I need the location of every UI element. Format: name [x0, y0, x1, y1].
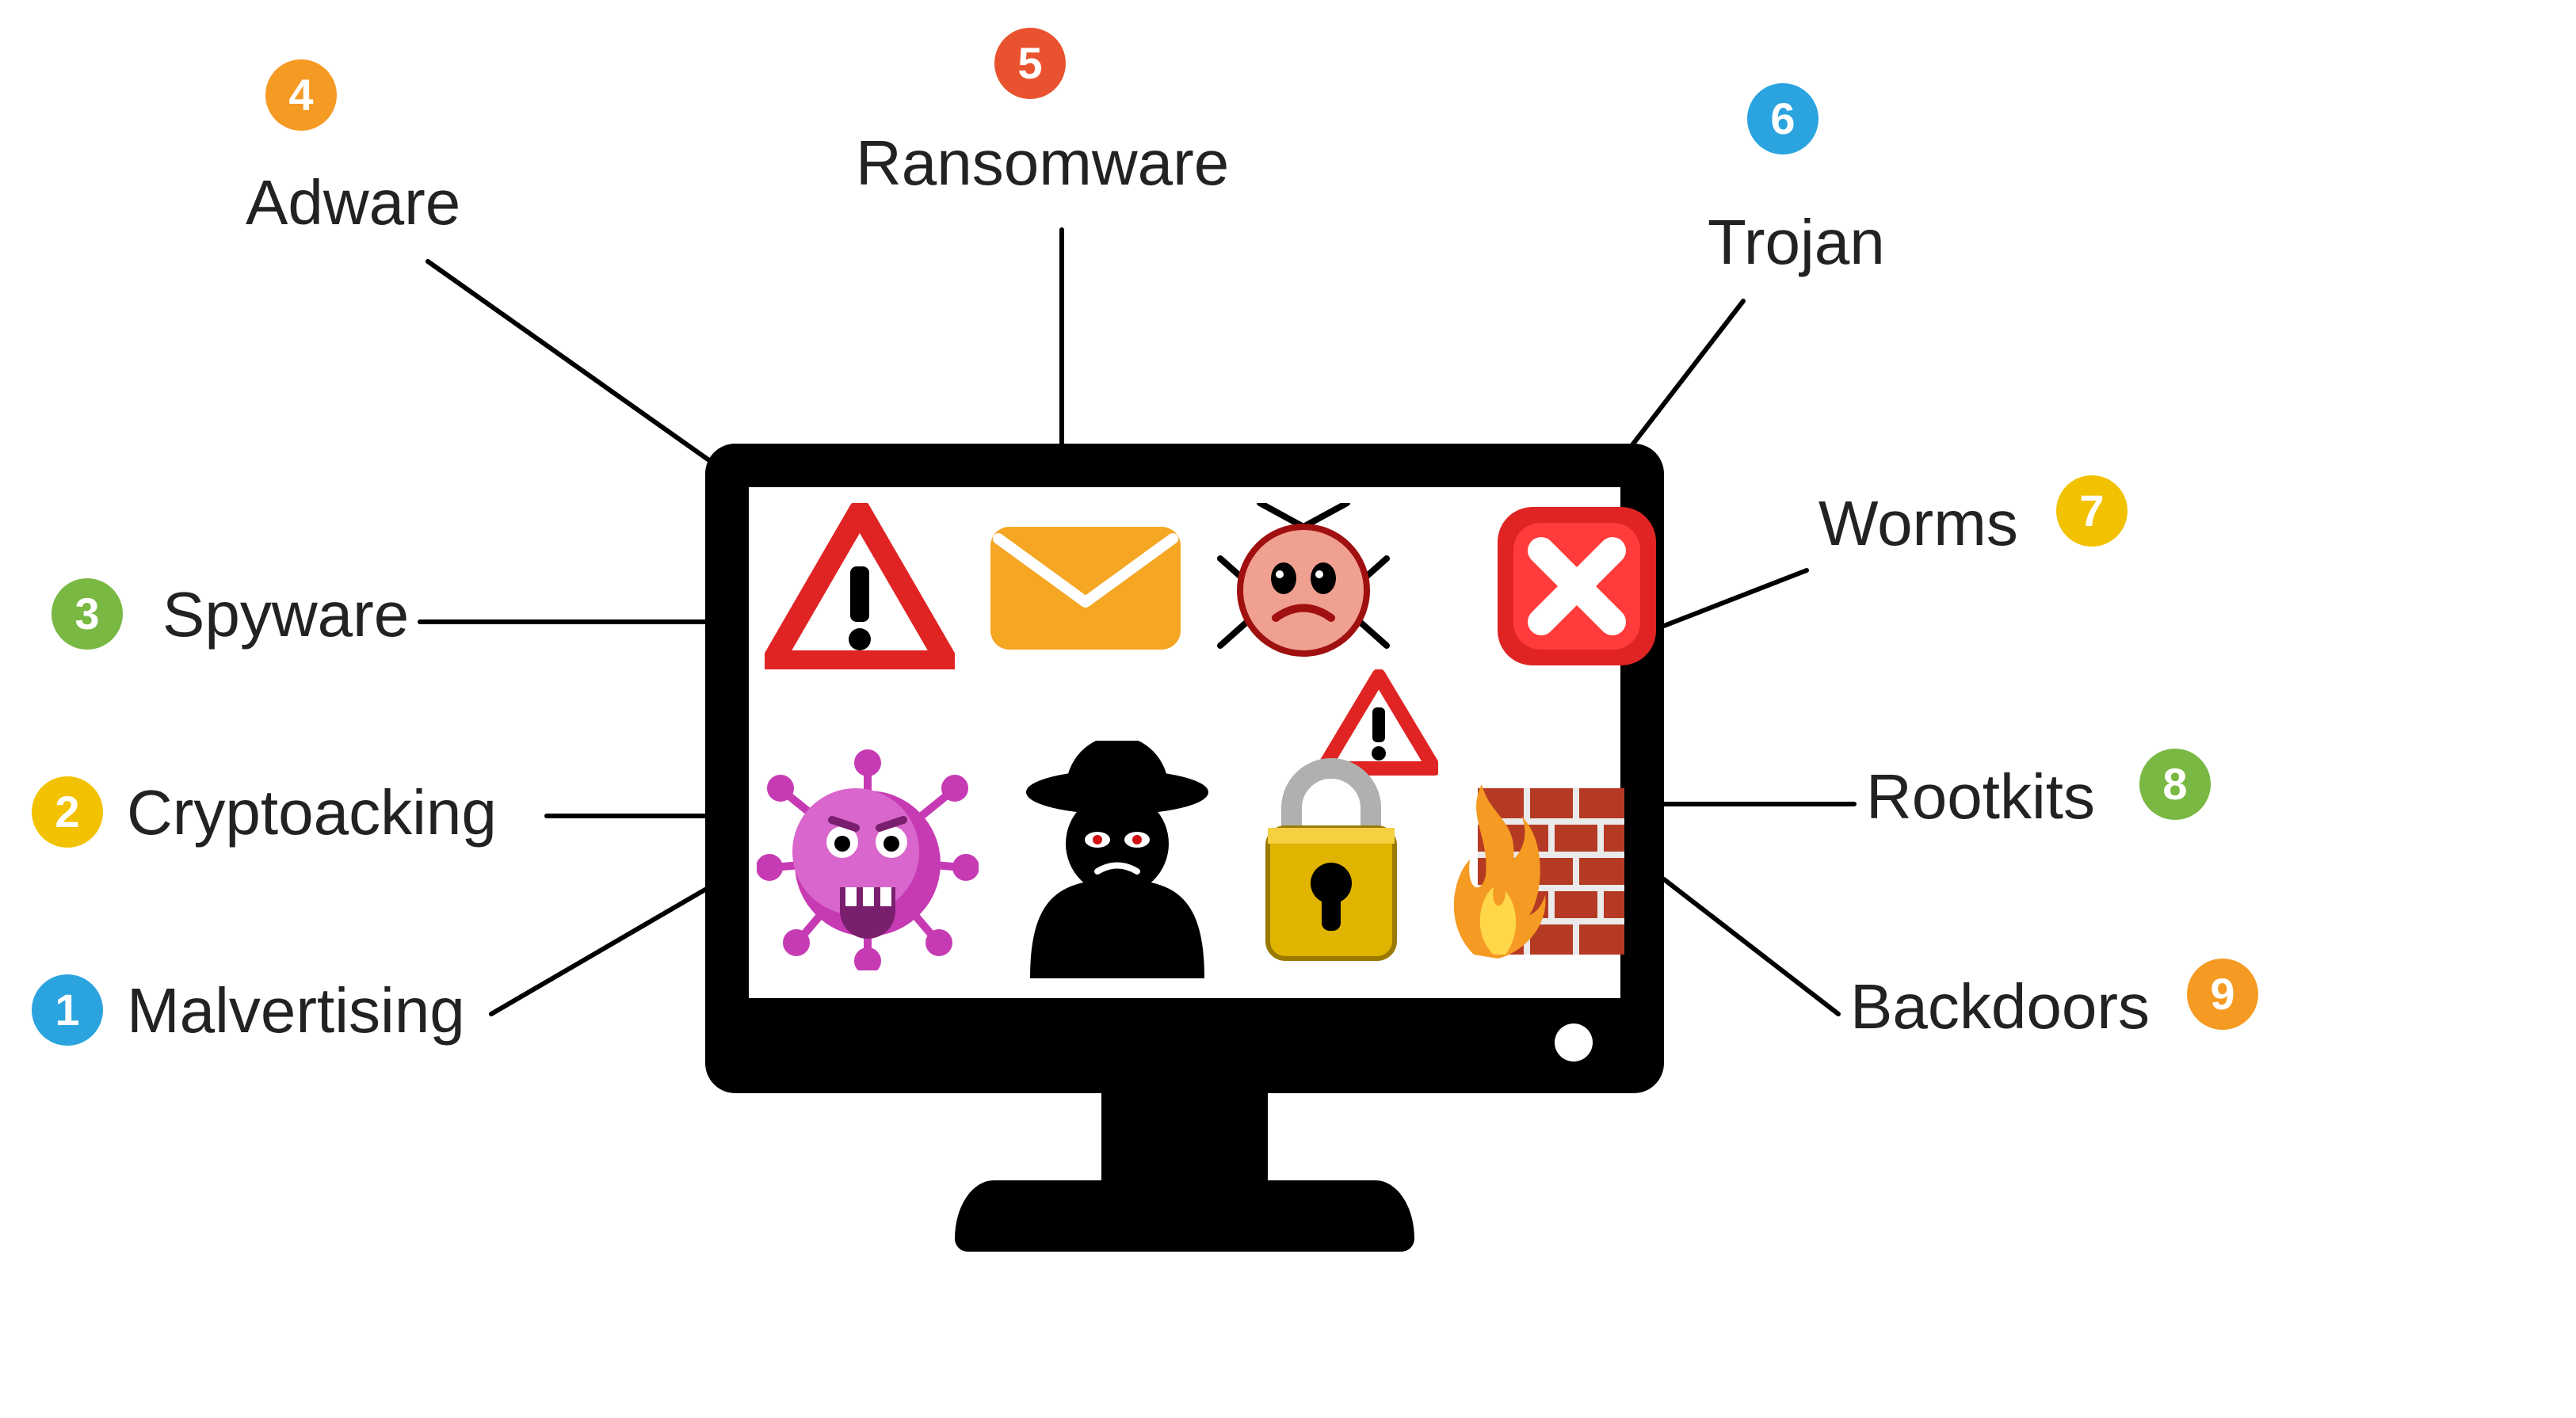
bug-face-icon: [1216, 503, 1391, 669]
badge-4: 4: [265, 59, 337, 131]
label-2: Cryptoacking: [127, 776, 497, 849]
badge-2: 2: [32, 776, 103, 848]
badge-9: 9: [2187, 959, 2258, 1030]
badge-6: 6: [1747, 83, 1818, 154]
label-1: Malvertising: [127, 974, 465, 1047]
padlock-icon: [1256, 753, 1406, 966]
firewall-icon: [1438, 757, 1628, 962]
badge-8: 8: [2139, 749, 2211, 820]
badge-5: 5: [994, 28, 1066, 99]
badge-3: 3: [52, 578, 123, 650]
monitor-screen: [749, 487, 1620, 998]
power-indicator-icon: [1555, 1023, 1593, 1062]
monitor: [705, 444, 1664, 1093]
hacker-silhouette-icon: [1010, 741, 1224, 978]
x-error-icon: [1494, 503, 1660, 669]
label-9: Backdoors: [1850, 970, 2150, 1043]
virus-blob-icon: [757, 749, 979, 970]
label-8: Rootkits: [1866, 760, 2095, 833]
label-7: Worms: [1818, 487, 2018, 560]
label-4: Adware: [246, 166, 460, 239]
envelope-icon: [987, 515, 1185, 658]
badge-7: 7: [2056, 475, 2128, 547]
label-6: Trojan: [1708, 206, 1885, 279]
monitor-bezel: [705, 444, 1664, 1093]
label-3: Spyware: [162, 578, 409, 651]
warning-triangle-icon: [765, 503, 955, 669]
monitor-neck: [1101, 1093, 1268, 1188]
label-5: Ransomware: [856, 127, 1229, 200]
badge-1: 1: [32, 974, 103, 1046]
monitor-base: [955, 1180, 1414, 1252]
